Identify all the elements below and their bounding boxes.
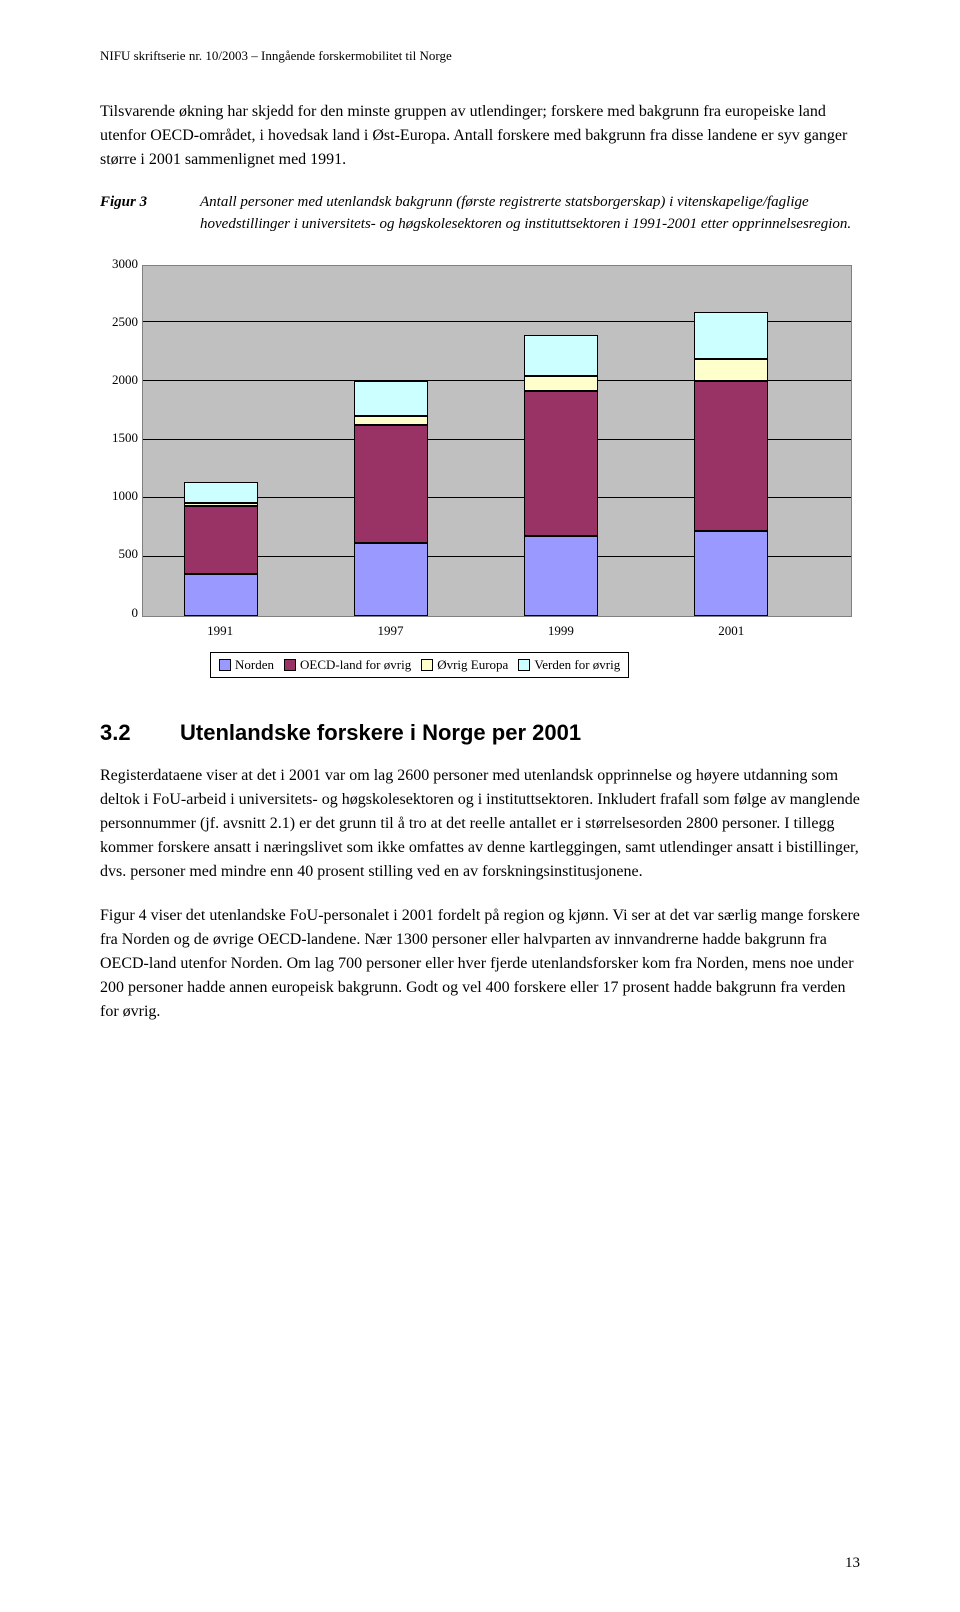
legend-item: Verden for øvrig xyxy=(518,657,620,673)
y-tick-label: 1500 xyxy=(112,430,138,446)
bar-segment xyxy=(694,381,768,531)
bar-segment xyxy=(694,359,768,381)
bar-segment xyxy=(524,536,598,616)
bar-segment xyxy=(524,376,598,391)
legend-swatch xyxy=(518,659,530,671)
legend-item: Øvrig Europa xyxy=(421,657,508,673)
bar-segment xyxy=(184,574,258,615)
paragraph-2: Registerdataene viser at det i 2001 var … xyxy=(100,764,860,884)
chart-container: 3000 2500 2000 1500 1000 500 0 1991 1997… xyxy=(100,260,860,690)
page-header: NIFU skriftserie nr. 10/2003 – Inngående… xyxy=(100,48,860,64)
figure-label: Figur 3 xyxy=(100,192,200,236)
legend-swatch xyxy=(284,659,296,671)
y-tick-label: 1000 xyxy=(112,488,138,504)
x-tick-label: 1999 xyxy=(524,623,598,639)
legend-item: OECD-land for øvrig xyxy=(284,657,411,673)
paragraph-3: Figur 4 viser det utenlandske FoU-person… xyxy=(100,904,860,1024)
bar-segment xyxy=(184,503,258,507)
chart-plot-area xyxy=(142,265,852,617)
x-tick-label: 1997 xyxy=(354,623,428,639)
bar-segment xyxy=(184,506,258,574)
chart-legend: Norden OECD-land for øvrig Øvrig Europa … xyxy=(210,652,629,678)
legend-label: OECD-land for øvrig xyxy=(300,657,411,673)
bar-segment xyxy=(354,416,428,425)
figure-caption: Figur 3 Antall personer med utenlandsk b… xyxy=(100,192,860,236)
section-title: Utenlandske forskere i Norge per 2001 xyxy=(180,720,581,746)
legend-label: Øvrig Europa xyxy=(437,657,508,673)
paragraph-1: Tilsvarende økning har skjedd for den mi… xyxy=(100,100,860,172)
bar-segment xyxy=(524,391,598,535)
chart-bars xyxy=(143,266,851,616)
y-tick-label: 3000 xyxy=(112,256,138,272)
section-number: 3.2 xyxy=(100,720,140,746)
bar-segment xyxy=(184,482,258,503)
legend-item: Norden xyxy=(219,657,274,673)
legend-label: Norden xyxy=(235,657,274,673)
legend-swatch xyxy=(421,659,433,671)
bar-segment xyxy=(694,531,768,615)
y-tick-label: 2500 xyxy=(112,314,138,330)
y-tick-label: 0 xyxy=(132,605,139,621)
bar-segment xyxy=(354,425,428,542)
bar-segment xyxy=(694,312,768,359)
x-tick-label: 1991 xyxy=(183,623,257,639)
page-number: 13 xyxy=(845,1555,860,1572)
legend-label: Verden for øvrig xyxy=(534,657,620,673)
bar-segment xyxy=(354,543,428,616)
legend-swatch xyxy=(219,659,231,671)
figure-caption-text: Antall personer med utenlandsk bakgrunn … xyxy=(200,192,860,236)
y-tick-label: 500 xyxy=(119,546,139,562)
section-heading: 3.2 Utenlandske forskere i Norge per 200… xyxy=(100,720,860,746)
y-tick-label: 2000 xyxy=(112,372,138,388)
bar-segment xyxy=(354,381,428,416)
x-tick-label: 2001 xyxy=(694,623,768,639)
bar-segment xyxy=(524,335,598,376)
